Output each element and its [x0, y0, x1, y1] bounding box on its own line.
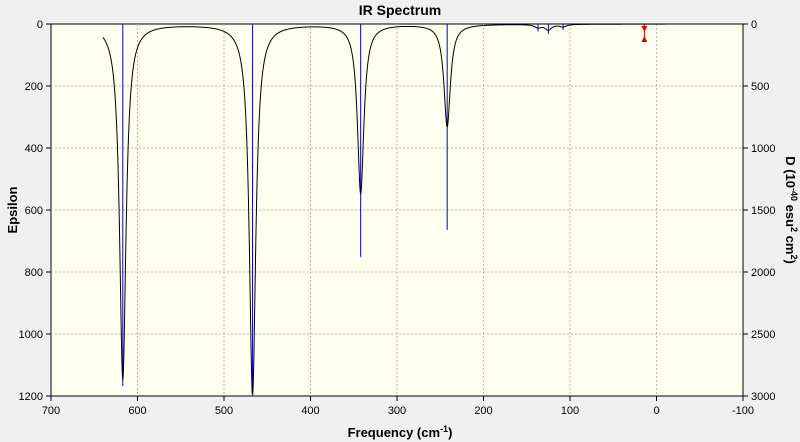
- right-tick-label: 0: [751, 19, 757, 31]
- left-tick-label: 200: [25, 81, 43, 93]
- x-tick-label: -100: [732, 405, 754, 417]
- left-tick-label: 1200: [19, 391, 43, 403]
- left-axis-ticks: 0 200 400 600 800 1000 1200: [19, 19, 51, 403]
- chart-title: IR Spectrum: [359, 2, 441, 18]
- x-tick-label: 0: [653, 405, 659, 417]
- right-tick-label: 1500: [751, 205, 775, 217]
- x-tick-label: 300: [388, 405, 406, 417]
- grid-lines: [51, 24, 743, 396]
- right-tick-label: 1000: [751, 143, 775, 155]
- left-tick-label: 800: [25, 267, 43, 279]
- x-axis-ticks: 700 600 500 400 300 200 100 0 -100: [42, 396, 754, 417]
- marker-bottom-triangle: [641, 36, 648, 42]
- spectrum-line: [102, 23, 666, 396]
- left-tick-label: 400: [25, 143, 43, 155]
- right-tick-label: 2000: [751, 267, 775, 279]
- x-axis-title: Frequency (cm-1): [348, 424, 453, 440]
- x-tick-label: 400: [301, 405, 319, 417]
- x-tick-label: 200: [474, 405, 492, 417]
- right-tick-label: 2500: [751, 329, 775, 341]
- right-tick-label: 500: [751, 81, 769, 93]
- x-tick-label: 100: [561, 405, 579, 417]
- frequency-marker[interactable]: [641, 26, 648, 42]
- left-axis-title: Epsilon: [5, 186, 20, 233]
- x-tick-label: 600: [128, 405, 146, 417]
- x-tick-label: 700: [42, 405, 60, 417]
- left-tick-label: 600: [25, 205, 43, 217]
- left-tick-label: 0: [37, 19, 43, 31]
- marker-top-triangle: [641, 26, 648, 32]
- right-tick-label: 3000: [751, 391, 775, 403]
- right-axis-ticks: 0 500 1000 1500 2000 2500 3000: [743, 19, 775, 403]
- left-tick-label: 1000: [19, 329, 43, 341]
- x-tick-label: 500: [215, 405, 233, 417]
- right-axis-title: D (10-40 esu2 cm2): [783, 156, 799, 264]
